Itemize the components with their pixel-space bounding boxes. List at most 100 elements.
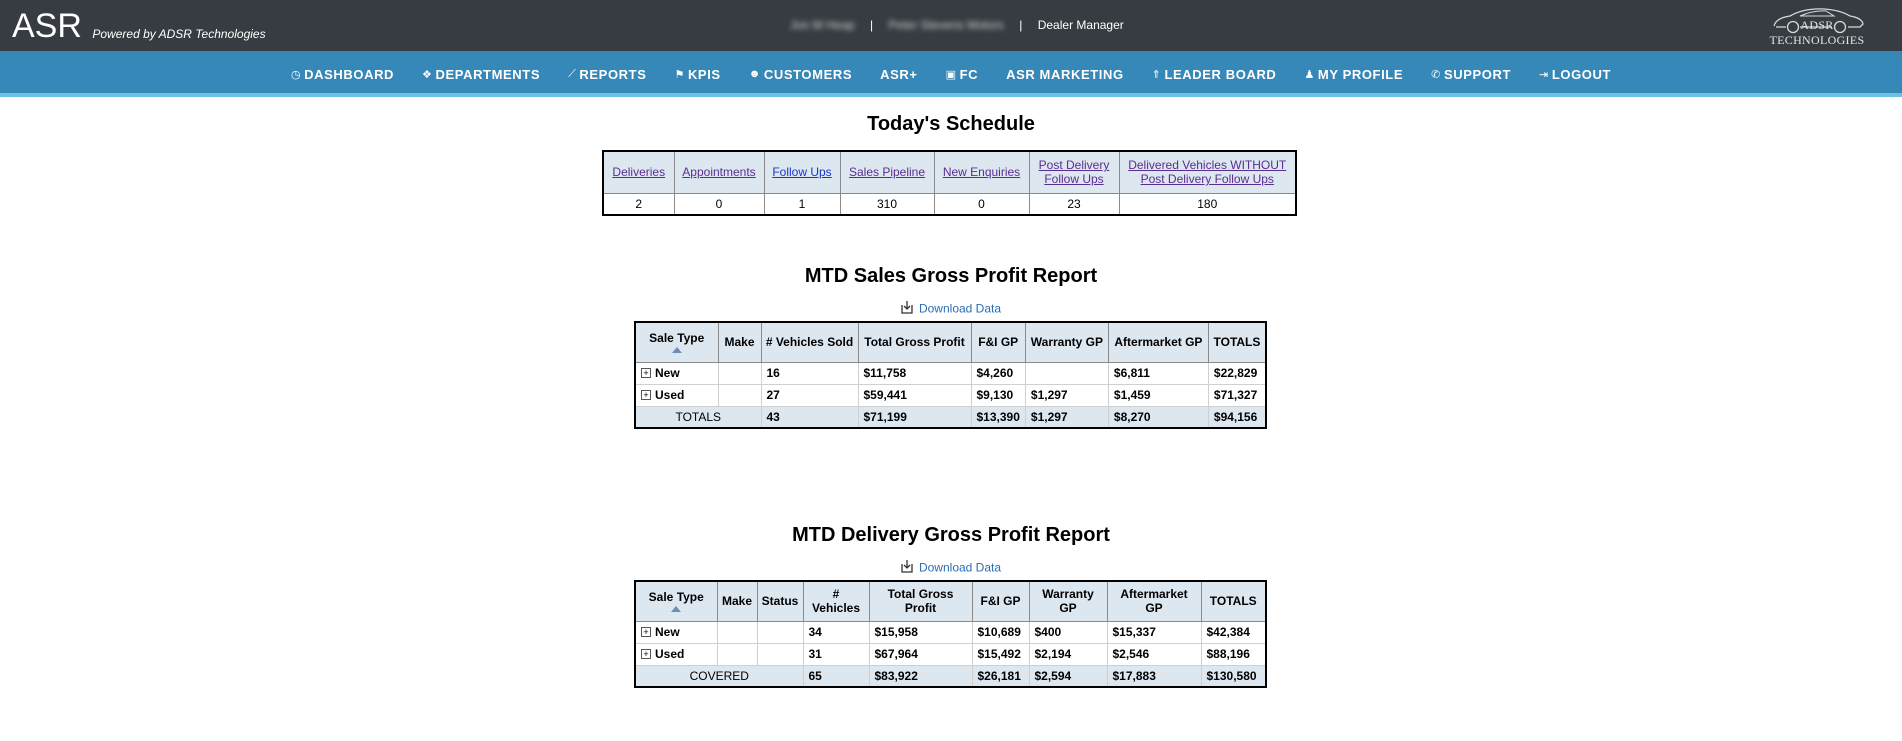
total-gross-profit-header[interactable]: Total Gross Profit bbox=[857, 321, 972, 363]
aftermarket-gp-header[interactable]: Aftermarket GP bbox=[1106, 580, 1202, 622]
totals-header[interactable]: TOTALS bbox=[1200, 580, 1267, 622]
schedule-header[interactable]: Appointments bbox=[673, 150, 765, 194]
aftermarket-gp-header[interactable]: Aftermarket GP bbox=[1107, 321, 1209, 363]
nav-label: DEPARTMENTS bbox=[435, 66, 541, 82]
sort-asc-icon[interactable] bbox=[671, 347, 682, 354]
total-gp-cell: $11,758 bbox=[857, 361, 972, 385]
expand-icon[interactable]: + bbox=[641, 649, 651, 659]
nav-logout[interactable]: ⇥ LOGOUT bbox=[1539, 67, 1611, 82]
nav-leader-board[interactable]: ⇑ LEADER BOARD bbox=[1152, 67, 1277, 82]
schedule-header[interactable]: New Enquiries bbox=[933, 150, 1030, 194]
warranty-gp-cell: $2,594 bbox=[1028, 664, 1108, 688]
expand-icon[interactable]: + bbox=[641, 390, 651, 400]
total-gp-cell: $67,964 bbox=[868, 642, 973, 666]
nav-my-profile[interactable]: ♟ MY PROFILE bbox=[1304, 67, 1403, 82]
thumbtack-icon[interactable]: ⇑ bbox=[1151, 68, 1162, 81]
new-enquiries-link[interactable]: New Enquiries bbox=[942, 165, 1021, 180]
download-icon[interactable] bbox=[901, 300, 913, 317]
aftermarket-gp-cell: $8,270 bbox=[1107, 405, 1209, 429]
new-enquiries-count: 0 bbox=[933, 192, 1030, 216]
download-icon[interactable] bbox=[901, 559, 913, 576]
totals-row: TOTALS 43 $71,199 $13,390 $1,297 $8,270 … bbox=[634, 405, 1267, 429]
total-gp-cell: $59,441 bbox=[857, 383, 972, 407]
nav-reports[interactable]: ⟋ REPORTS bbox=[568, 67, 646, 82]
phone-icon[interactable]: ✆ bbox=[1431, 68, 1441, 81]
sale-type-cell[interactable]: + Used bbox=[634, 642, 718, 666]
schedule-header[interactable]: Deliveries bbox=[602, 150, 675, 194]
sale-type-cell[interactable]: + Used bbox=[634, 383, 719, 407]
warranty-gp-cell: $1,297 bbox=[1024, 383, 1109, 407]
nav-customers[interactable]: ☻ CUSTOMERS bbox=[749, 67, 852, 82]
delivery-report-title: MTD Delivery Gross Profit Report bbox=[792, 524, 1110, 546]
vehicles-cell: 27 bbox=[760, 383, 859, 407]
logo-text: ADSR TECHNOLOGIES bbox=[1769, 18, 1865, 47]
warranty-gp-cell: $2,194 bbox=[1028, 642, 1108, 666]
status-header[interactable]: Status bbox=[756, 580, 804, 622]
status-cell bbox=[756, 620, 804, 644]
nav-fc[interactable]: ▣ FC bbox=[946, 67, 979, 82]
vehicles-header[interactable]: # Vehicles bbox=[802, 580, 870, 622]
delivered-without-follow-ups-count: 180 bbox=[1118, 192, 1297, 216]
warranty-gp-header[interactable]: Warranty GP bbox=[1028, 580, 1108, 622]
camera-icon[interactable]: ▣ bbox=[945, 68, 957, 81]
schedule-header[interactable]: Delivered Vehicles WITHOUT Post Delivery… bbox=[1118, 150, 1297, 194]
download-data-link[interactable]: Download Data bbox=[918, 301, 1002, 316]
delivered-without-follow-ups-link[interactable]: Delivered Vehicles WITHOUT Post Delivery… bbox=[1128, 158, 1287, 187]
cubes-icon[interactable]: ❖ bbox=[422, 68, 433, 81]
make-header[interactable]: Make bbox=[717, 321, 762, 363]
dashboard-icon[interactable]: ◷ bbox=[290, 68, 302, 81]
warranty-gp-header[interactable]: Warranty GP bbox=[1024, 321, 1109, 363]
vehicles-cell: 16 bbox=[760, 361, 859, 385]
schedule-header[interactable]: Sales Pipeline bbox=[839, 150, 935, 194]
vehicles-cell: 31 bbox=[802, 642, 870, 666]
nav-asr[interactable]: ASR+ bbox=[880, 67, 917, 82]
totals-header[interactable]: TOTALS bbox=[1207, 321, 1267, 363]
user-name[interactable]: Jon M Heap bbox=[790, 18, 855, 32]
expand-icon[interactable]: + bbox=[641, 368, 651, 378]
sale-type-cell[interactable]: + New bbox=[634, 620, 718, 644]
sale-type-header[interactable]: Sale Type bbox=[634, 580, 718, 622]
nav-label: LOGOUT bbox=[1551, 66, 1612, 82]
sign-out-icon[interactable]: ⇥ bbox=[1539, 68, 1549, 81]
make-cell bbox=[716, 642, 758, 666]
fi-gp-header[interactable]: F&I GP bbox=[970, 321, 1026, 363]
appointments-link[interactable]: Appointments bbox=[682, 165, 756, 180]
nav-label: REPORTS bbox=[579, 66, 647, 82]
nav-support[interactable]: ✆ SUPPORT bbox=[1431, 67, 1511, 82]
dealer-name[interactable]: Peter Stevens Motors bbox=[888, 18, 1004, 32]
sort-asc-icon[interactable] bbox=[671, 606, 682, 613]
line-chart-icon[interactable]: ⟋ bbox=[568, 67, 577, 80]
sale-type-header[interactable]: Sale Type bbox=[634, 321, 719, 363]
nav-dashboard[interactable]: ◷ DASHBOARD bbox=[291, 67, 394, 82]
users-icon[interactable]: ☻ bbox=[748, 68, 761, 80]
total-gp-cell: $83,922 bbox=[868, 664, 973, 688]
vehicles-sold-header[interactable]: # Vehicles Sold bbox=[760, 321, 859, 363]
sale-type-cell[interactable]: + New bbox=[634, 361, 719, 385]
nav-departments[interactable]: ❖ DEPARTMENTS bbox=[422, 67, 540, 82]
totals-cell: $94,156 bbox=[1207, 405, 1267, 429]
make-cell bbox=[717, 383, 762, 407]
user-icon[interactable]: ♟ bbox=[1304, 68, 1315, 81]
post-delivery-follow-ups-link[interactable]: Post Delivery Follow Ups bbox=[1038, 158, 1110, 187]
schedule-header[interactable]: Post Delivery Follow Ups bbox=[1028, 150, 1120, 194]
flag-icon[interactable]: ⚑ bbox=[674, 68, 685, 81]
deliveries-link[interactable]: Deliveries bbox=[612, 165, 666, 180]
nav-kpis[interactable]: ⚑ KPIS bbox=[674, 67, 720, 82]
sales-report-title: MTD Sales Gross Profit Report bbox=[804, 265, 1098, 287]
sales-header-row: Sale Type Make # Vehicles Sold Total Gro… bbox=[634, 321, 1267, 363]
separator: | bbox=[1019, 18, 1023, 32]
sales-pipeline-link[interactable]: Sales Pipeline bbox=[848, 165, 926, 180]
download-data-link[interactable]: Download Data bbox=[918, 560, 1002, 575]
sales-report-table: Sale Type Make # Vehicles Sold Total Gro… bbox=[634, 321, 1267, 429]
expand-icon[interactable]: + bbox=[641, 627, 651, 637]
schedule-header[interactable]: Follow Ups bbox=[763, 150, 841, 194]
brand[interactable]: ASR Powered by ADSR Technologies bbox=[12, 8, 266, 44]
total-gross-profit-header[interactable]: Total Gross Profit bbox=[868, 580, 973, 622]
nav-asr-marketing[interactable]: ASR MARKETING bbox=[1006, 67, 1124, 82]
make-header[interactable]: Make bbox=[716, 580, 758, 622]
make-cell bbox=[716, 620, 758, 644]
fi-gp-header[interactable]: F&I GP bbox=[971, 580, 1030, 622]
nav-label: SUPPORT bbox=[1443, 66, 1511, 82]
follow-ups-link[interactable]: Follow Ups bbox=[772, 165, 832, 180]
totals-cell: $71,327 bbox=[1207, 383, 1267, 407]
